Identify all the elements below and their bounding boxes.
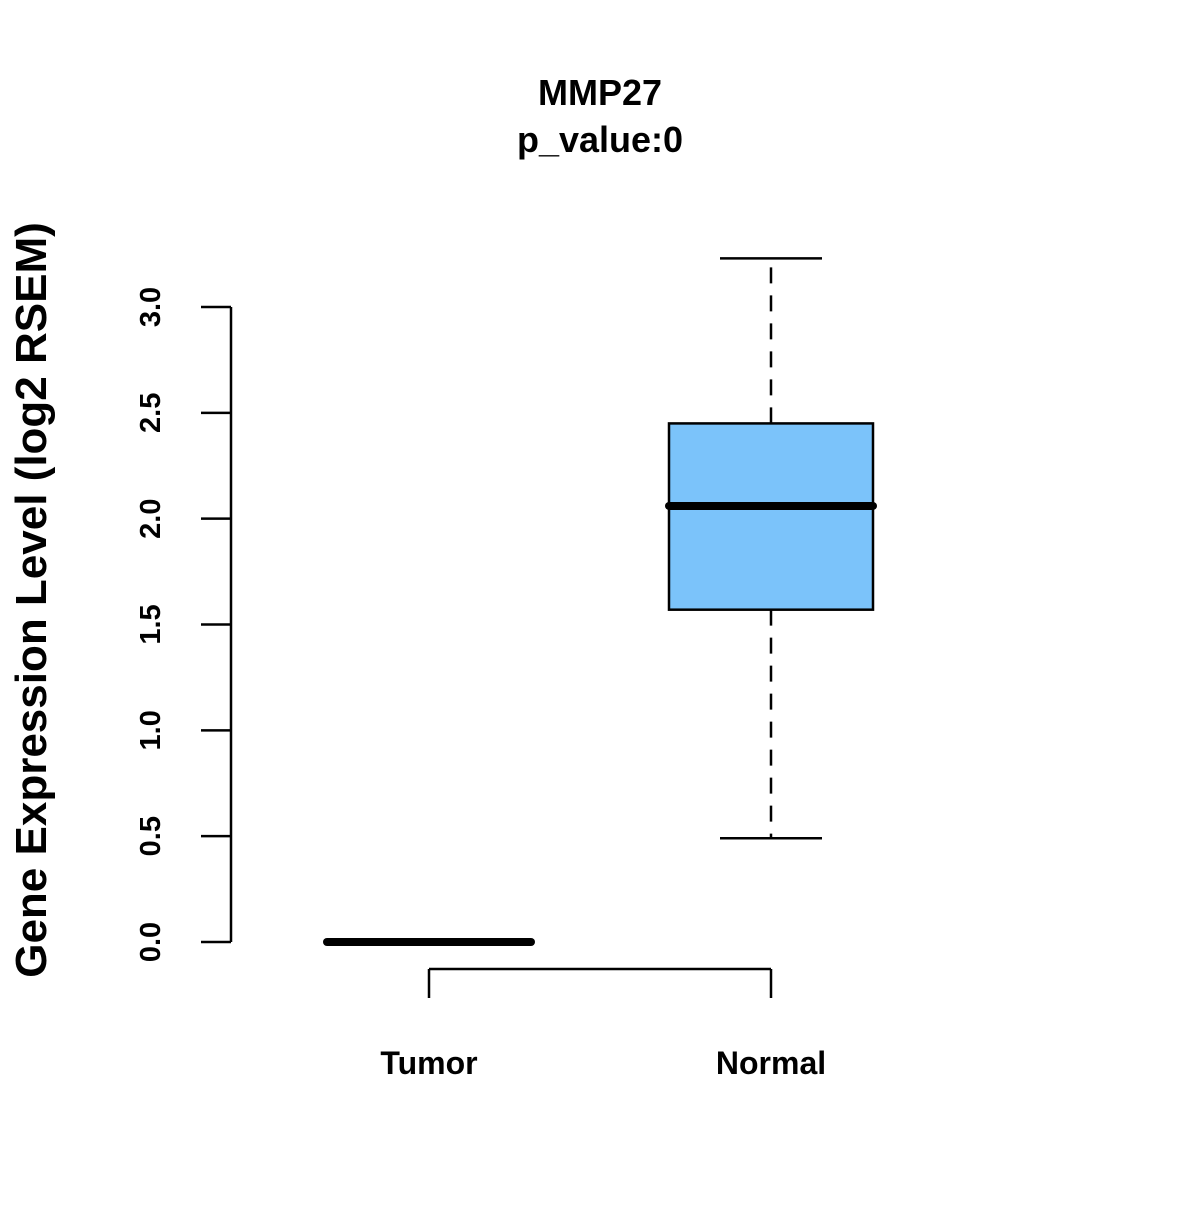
y-axis-label: Gene Expression Level (log2 RSEM) [7, 222, 56, 978]
y-tick-label: 0.0 [135, 922, 167, 962]
y-tick-label: 1.5 [135, 604, 167, 644]
x-axis: Tumor Normal [380, 967, 826, 1081]
boxes-group [323, 257, 877, 946]
y-tick-label: 2.5 [135, 393, 167, 433]
y-tick-label: 0.5 [135, 816, 167, 856]
chart-title: MMP27 [538, 72, 662, 113]
x-tick-label: Normal [716, 1045, 826, 1081]
y-tick-label: 1.0 [135, 710, 167, 750]
y-tick-label: 3.0 [135, 287, 167, 327]
y-axis: 0.0 0.5 1.0 1.5 2.0 2.5 3.0 [135, 287, 233, 962]
chart-subtitle: p_value:0 [517, 119, 683, 160]
x-tick-label: Tumor [380, 1045, 477, 1081]
y-tick-label: 2.0 [135, 499, 167, 539]
box-normal [665, 257, 877, 840]
box-body [667, 422, 875, 611]
